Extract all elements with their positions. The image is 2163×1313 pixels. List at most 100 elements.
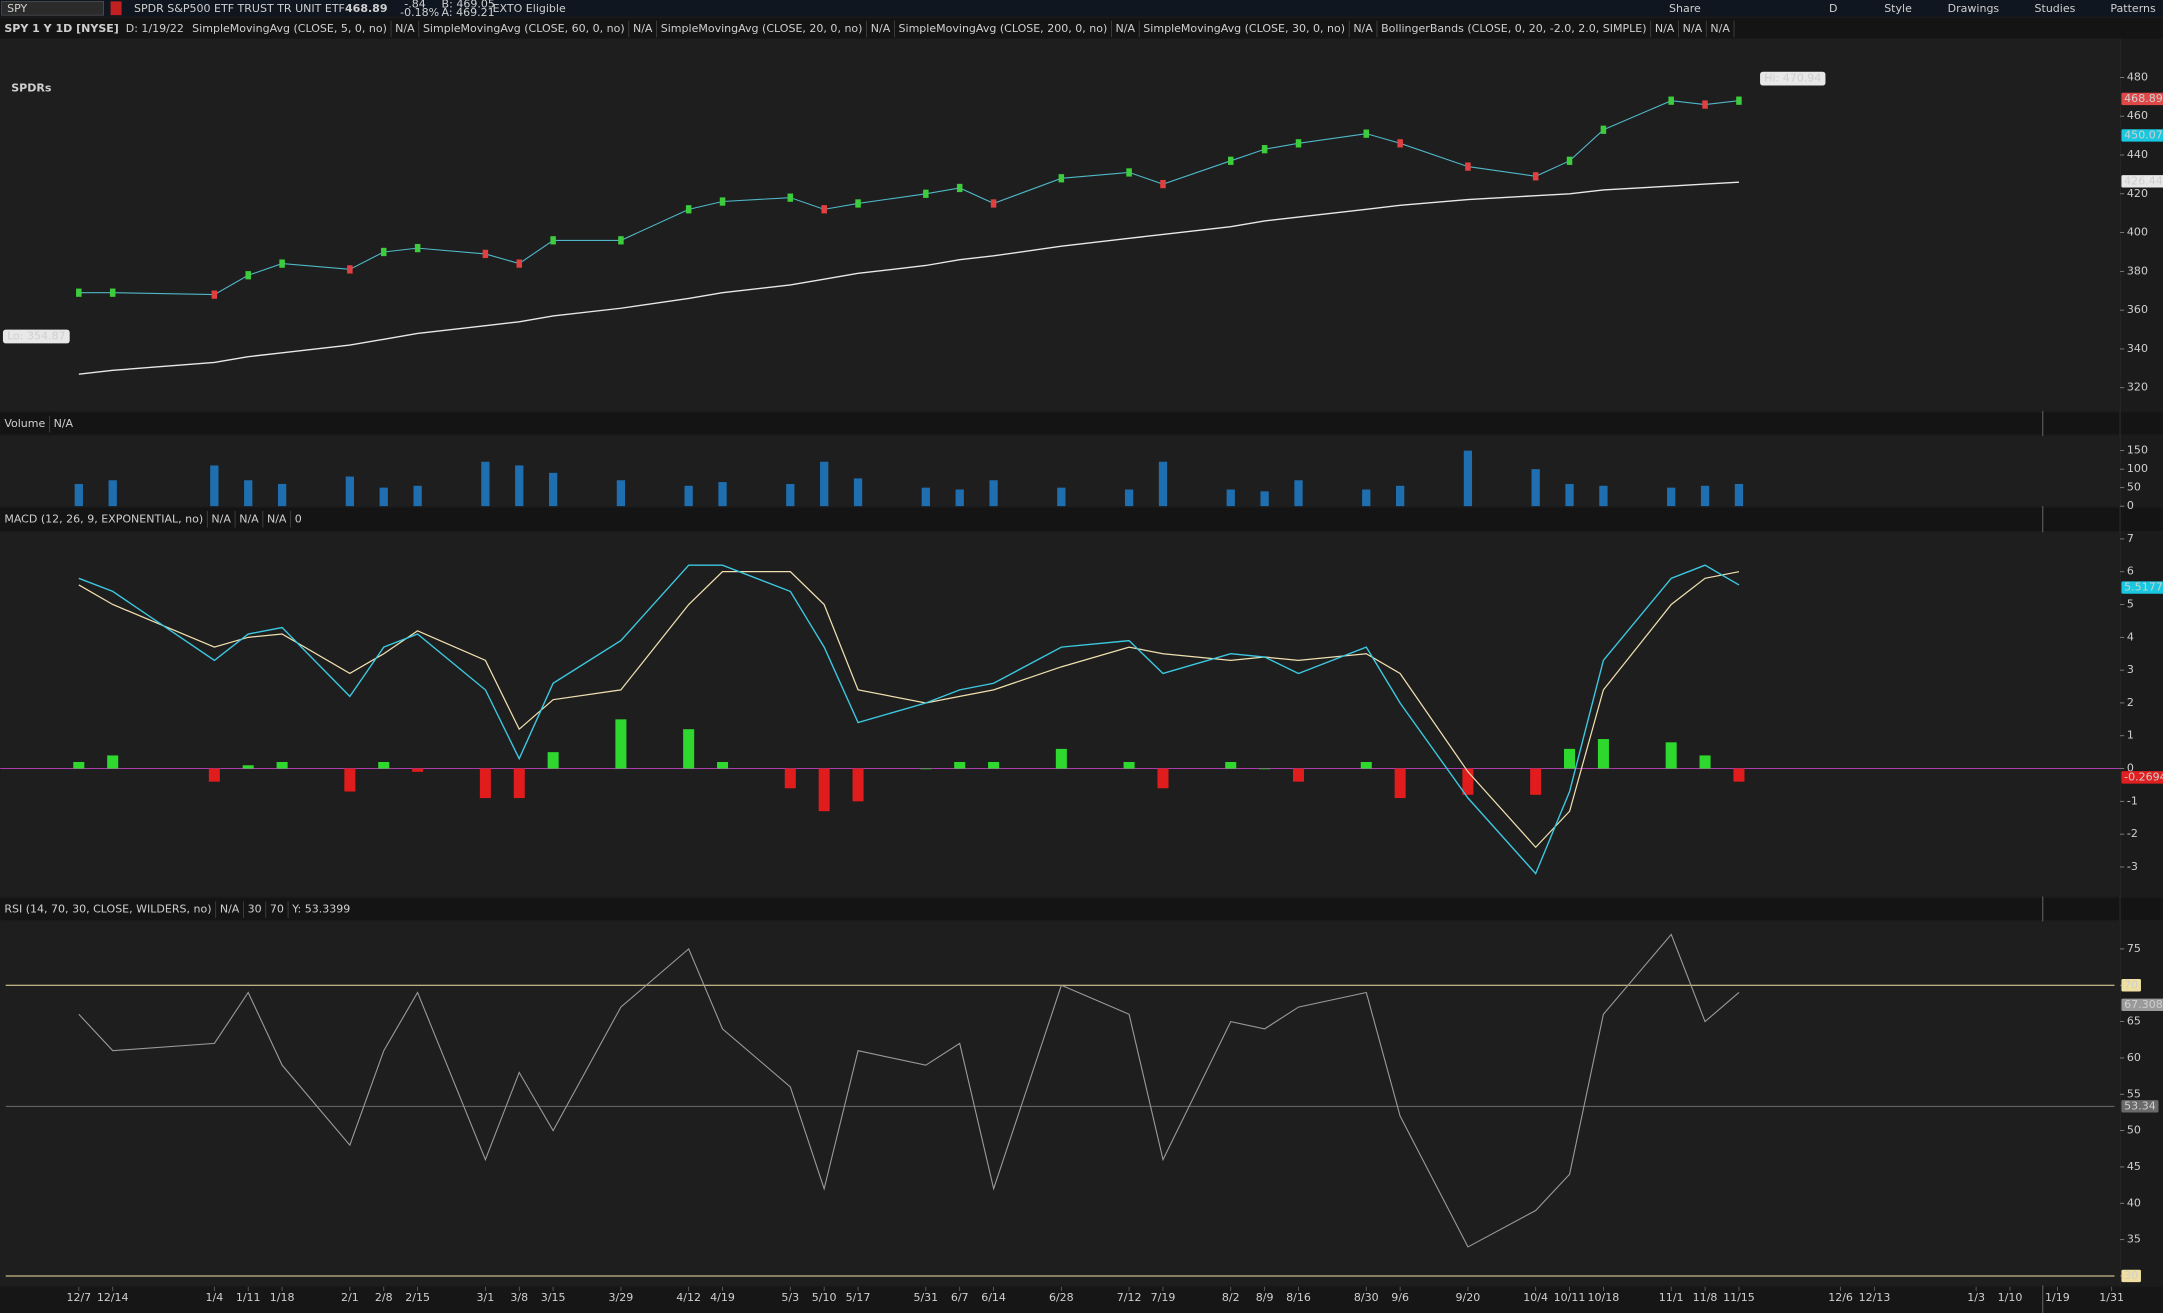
study-name[interactable]: SimpleMovingAvg (CLOSE, 20, 0, no) (661, 22, 863, 35)
x-tick-label: 8/16 (1286, 1291, 1311, 1304)
panel-header[interactable]: Volume (4, 417, 45, 430)
panel-header[interactable]: MACD (12, 26, 9, EXPONENTIAL, no) (4, 512, 203, 525)
x-tick-label: 10/18 (1588, 1291, 1620, 1304)
panel-header[interactable]: RSI (14, 70, 30, CLOSE, WILDERS, no) (4, 903, 211, 916)
x-tick-label: 1/18 (270, 1291, 295, 1304)
study-value: N/A (1116, 22, 1136, 35)
toolbar-button[interactable]: Share (1669, 2, 1701, 15)
histogram-bar (208, 768, 220, 782)
price-tag (2121, 581, 2163, 594)
volume-bar (1124, 489, 1134, 507)
histogram-bar (717, 761, 729, 769)
toolbar-button[interactable]: Drawings (1948, 2, 2000, 15)
toolbar-button[interactable]: Patterns (2110, 2, 2156, 15)
price-tag (2121, 998, 2163, 1012)
panel-header: 30 (248, 903, 262, 916)
candle (245, 271, 251, 280)
volume-bar (1700, 485, 1710, 507)
histogram-bar (276, 761, 288, 769)
histogram-bar (1597, 739, 1609, 769)
histogram-bar (1733, 768, 1745, 782)
candle (1160, 179, 1166, 189)
candle (685, 205, 692, 214)
volume-bar (955, 489, 964, 507)
histogram-bar (1123, 761, 1135, 769)
y-tick-label: 340 (2127, 342, 2148, 355)
histogram-bar (1462, 768, 1474, 795)
candle (719, 197, 726, 206)
panel-header: 70 (270, 903, 284, 916)
study-name[interactable]: SimpleMovingAvg (CLOSE, 5, 0, no) (192, 22, 387, 35)
candle (855, 199, 861, 208)
histogram-bar (954, 761, 966, 769)
study-name[interactable]: SimpleMovingAvg (CLOSE, 60, 0, no) (423, 22, 625, 35)
histogram-bar (1360, 761, 1372, 769)
candle (550, 236, 556, 245)
toolbar-button[interactable]: Studies (2035, 2, 2076, 15)
candle (211, 290, 218, 299)
y-tick-label: -2 (2127, 827, 2138, 840)
study-value: N/A (1353, 22, 1373, 35)
price-tag-label: 30 (2124, 1269, 2138, 1282)
x-tick-label: 10/11 (1554, 1291, 1586, 1304)
x-tick-label: 9/6 (1391, 1291, 1409, 1304)
x-tick-label: 4/12 (676, 1291, 701, 1304)
x-tick-label: 11/15 (1723, 1291, 1755, 1304)
y-tick-label: 0 (2127, 762, 2134, 775)
panel-header: Y: 53.3399 (291, 903, 350, 916)
price-tag (2121, 1100, 2159, 1113)
x-tick-label: 11/8 (1693, 1291, 1718, 1304)
x-tick-label: 6/14 (981, 1291, 1006, 1304)
description: SPDR S&P500 ETF TRUST TR UNIT ETF (134, 2, 345, 15)
y-tick-label: 50 (2127, 481, 2141, 494)
symbol-box[interactable] (1, 1, 104, 16)
x-tick-label: 10/4 (1523, 1291, 1548, 1304)
histogram-bar (988, 761, 1000, 769)
candle (956, 183, 963, 193)
symbol-input[interactable]: SPY (7, 2, 27, 15)
panel-header: N/A (211, 512, 231, 525)
y-tick-label: 460 (2127, 109, 2148, 122)
candle (1295, 139, 1302, 148)
x-axis-bg (0, 1286, 2163, 1313)
study-value: N/A (633, 22, 653, 35)
study-name[interactable]: SimpleMovingAvg (CLOSE, 30, 0, no) (1143, 22, 1345, 35)
volume-bar (820, 461, 829, 507)
x-tick-label: 3/29 (609, 1291, 634, 1304)
candle (923, 189, 929, 198)
candle (109, 288, 116, 297)
x-tick-label: 5/17 (846, 1291, 871, 1304)
x-tick-label: 12/13 (1859, 1291, 1891, 1304)
study-name[interactable]: BollingerBands (CLOSE, 0, 20, -2.0, 2.0,… (1381, 22, 1646, 35)
candle (482, 249, 489, 259)
last-price: 468.89 (345, 2, 388, 15)
histogram-bar (1157, 768, 1169, 789)
candle (516, 259, 523, 268)
y-tick-label: 60 (2127, 1051, 2141, 1064)
aggregation[interactable]: D (1829, 2, 1837, 15)
x-tick-label: 2/1 (341, 1291, 359, 1304)
y-tick-label: -3 (2127, 860, 2138, 873)
toolbar-button[interactable]: Style (1884, 2, 1912, 15)
panel-header: 0 (295, 512, 302, 525)
histogram-bar (513, 768, 525, 799)
histogram-bar (242, 765, 254, 769)
candle (1566, 156, 1573, 165)
y-tick-label: 55 (2127, 1087, 2141, 1100)
y-tick-label: 1 (2127, 729, 2134, 742)
candle (1532, 172, 1539, 181)
volume-bar (718, 482, 727, 507)
histogram-bar (378, 761, 390, 769)
panel (0, 532, 2121, 897)
histogram-bar (1292, 768, 1305, 782)
link-icon (110, 1, 122, 16)
x-tick-label: 2/15 (405, 1291, 430, 1304)
y-tick-label: 400 (2127, 226, 2148, 239)
rsi-line (78, 933, 1740, 1248)
candle (347, 265, 353, 274)
candle (279, 259, 285, 268)
low-label: Lo: 354.87 (7, 330, 65, 343)
study-name[interactable]: SimpleMovingAvg (CLOSE, 200, 0, no) (899, 22, 1108, 35)
volume-bar (1463, 450, 1473, 507)
